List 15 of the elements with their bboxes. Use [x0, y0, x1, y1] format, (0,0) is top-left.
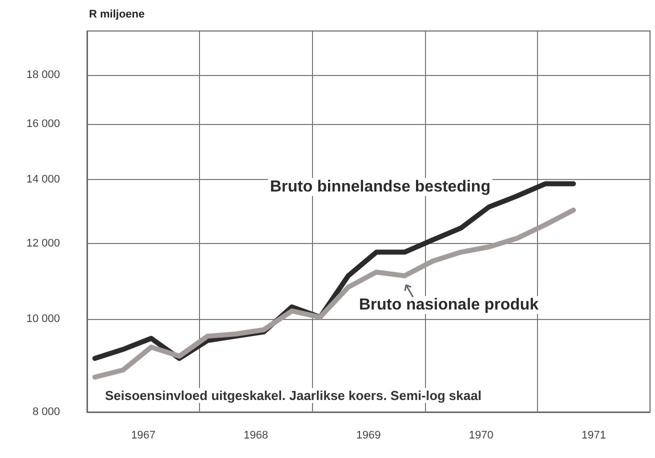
series-label: Bruto binnelandse besteding	[270, 178, 490, 196]
series-label: Bruto nasionale produk	[359, 296, 539, 314]
x-tick-label: 1968	[244, 430, 268, 442]
y-axis-title: R miljoene	[89, 8, 145, 20]
y-tick-label: 16 000	[26, 118, 60, 130]
y-tick-label: 12 000	[26, 237, 60, 250]
x-tick-label: 1971	[581, 430, 606, 442]
x-tick-label: 1970	[468, 430, 494, 442]
y-tick-label: 18 000	[26, 68, 60, 81]
y-tick-label: 8 000	[32, 406, 60, 418]
x-tick-label: 1969	[356, 430, 381, 442]
y-tick-label: 14 000	[26, 173, 60, 186]
y-tick-label: 10 000	[26, 313, 60, 326]
x-tick-label: 1967	[131, 430, 156, 442]
annotation: Seisoensinvloed uitgeskakel. Jaarlikse koers. Semi-log skaal	[105, 388, 482, 403]
